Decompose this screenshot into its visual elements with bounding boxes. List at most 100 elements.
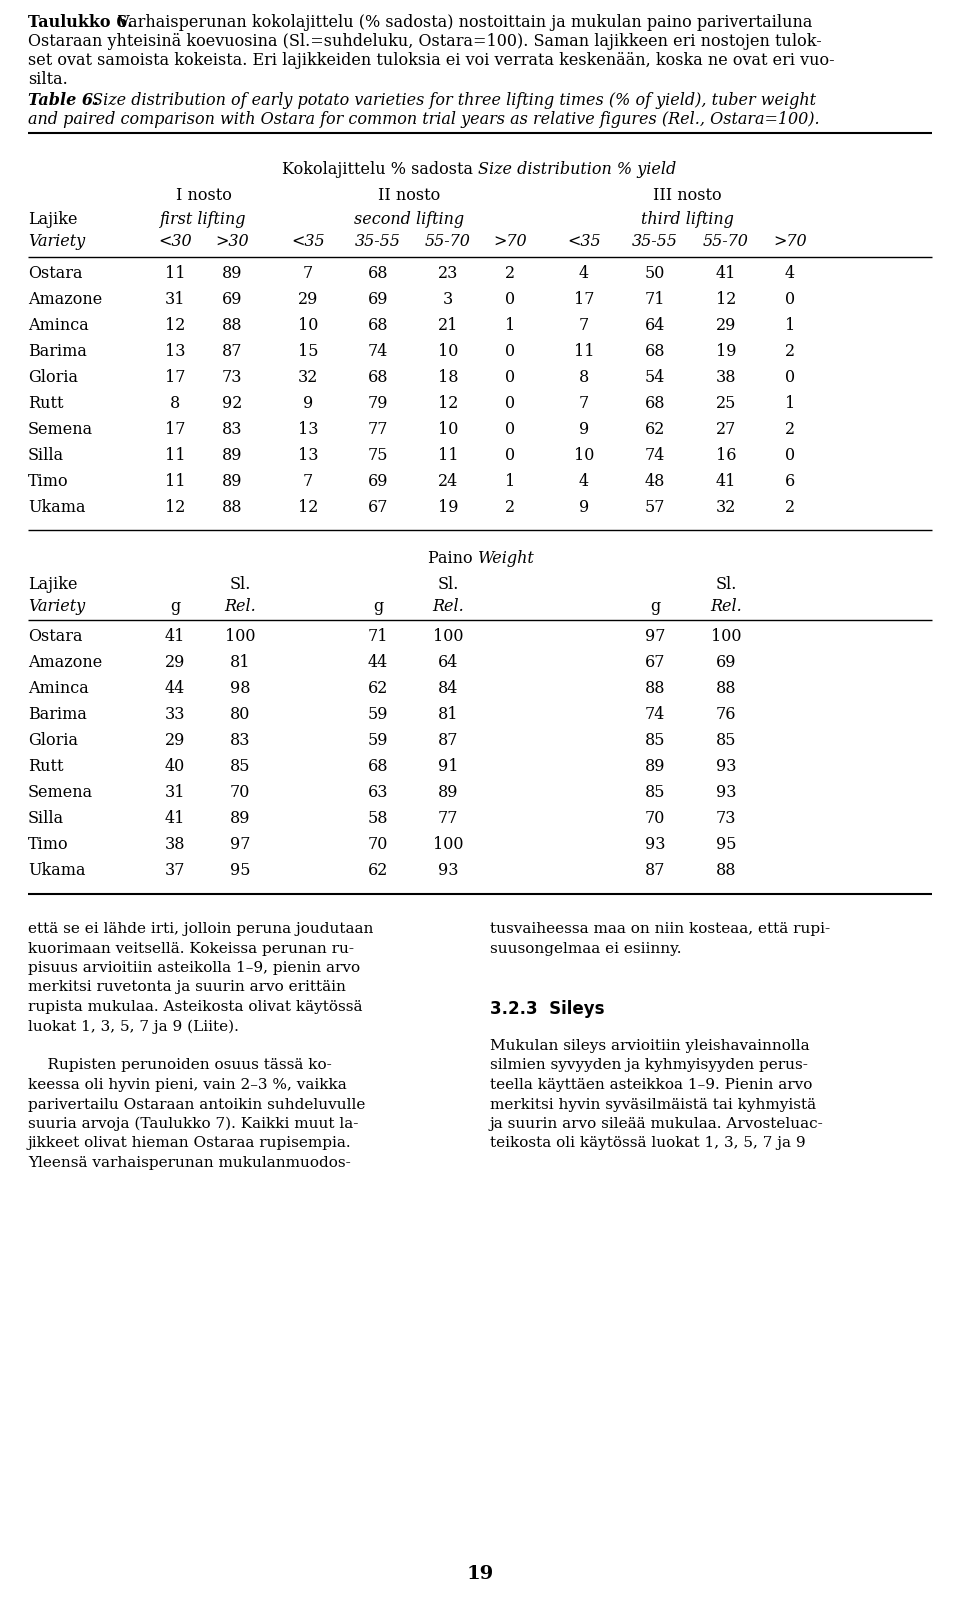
Text: 85: 85 [645, 784, 665, 802]
Text: 41: 41 [165, 628, 185, 645]
Text: g: g [372, 597, 383, 615]
Text: 70: 70 [645, 810, 665, 827]
Text: että se ei lähde irti, jolloin peruna joudutaan: että se ei lähde irti, jolloin peruna jo… [28, 921, 373, 936]
Text: 11: 11 [165, 447, 185, 465]
Text: >70: >70 [773, 233, 806, 251]
Text: I nosto: I nosto [176, 187, 231, 204]
Text: Lajike: Lajike [28, 577, 78, 592]
Text: Aminca: Aminca [28, 680, 88, 696]
Text: 83: 83 [222, 422, 242, 438]
Text: 95: 95 [229, 862, 251, 878]
Text: 100: 100 [433, 835, 464, 853]
Text: Sl.: Sl. [229, 577, 251, 592]
Text: 15: 15 [298, 343, 319, 359]
Text: 10: 10 [298, 316, 318, 334]
Text: parivertailu Ostaraan antoikin suhdeluvulle: parivertailu Ostaraan antoikin suhdeluvu… [28, 1097, 366, 1112]
Text: Varhaisperunan kokolajittelu (% sadosta) nostoittain ja mukulan paino parivertai: Varhaisperunan kokolajittelu (% sadosta)… [113, 14, 812, 30]
Text: 13: 13 [298, 447, 319, 465]
Text: 18: 18 [438, 369, 458, 386]
Text: 1: 1 [505, 316, 516, 334]
Text: 32: 32 [716, 498, 736, 516]
Text: 35-55: 35-55 [632, 233, 678, 251]
Text: 68: 68 [645, 394, 665, 412]
Text: 31: 31 [165, 291, 185, 308]
Text: 100: 100 [225, 628, 255, 645]
Text: 2: 2 [785, 422, 795, 438]
Text: 93: 93 [645, 835, 665, 853]
Text: 27: 27 [716, 422, 736, 438]
Text: 7: 7 [302, 473, 313, 490]
Text: 44: 44 [368, 655, 388, 671]
Text: jikkeet olivat hieman Ostaraa rupisempia.: jikkeet olivat hieman Ostaraa rupisempia… [28, 1137, 351, 1150]
Text: 6: 6 [785, 473, 795, 490]
Text: 89: 89 [222, 473, 242, 490]
Text: Rel.: Rel. [432, 597, 464, 615]
Text: 76: 76 [716, 706, 736, 723]
Text: 10: 10 [438, 422, 458, 438]
Text: 73: 73 [222, 369, 242, 386]
Text: 38: 38 [716, 369, 736, 386]
Text: 33: 33 [165, 706, 185, 723]
Text: tusvaiheessa maa on niin kosteaa, että rupi-: tusvaiheessa maa on niin kosteaa, että r… [490, 921, 830, 936]
Text: Rel.: Rel. [224, 597, 256, 615]
Text: 54: 54 [645, 369, 665, 386]
Text: 12: 12 [716, 291, 736, 308]
Text: 44: 44 [165, 680, 185, 696]
Text: Table 6.: Table 6. [28, 93, 99, 109]
Text: Barima: Barima [28, 343, 86, 359]
Text: 24: 24 [438, 473, 458, 490]
Text: 88: 88 [716, 680, 736, 696]
Text: teikosta oli käytössä luokat 1, 3, 5, 7 ja 9: teikosta oli käytössä luokat 1, 3, 5, 7 … [490, 1137, 805, 1150]
Text: 17: 17 [574, 291, 594, 308]
Text: 8: 8 [170, 394, 180, 412]
Text: set ovat samoista kokeista. Eri lajikkeiden tuloksia ei voi verrata keskenään, k: set ovat samoista kokeista. Eri lajikkei… [28, 53, 834, 69]
Text: Amazone: Amazone [28, 291, 103, 308]
Text: <30: <30 [158, 233, 192, 251]
Text: Size distribution of early potato varieties for three lifting times (% of yield): Size distribution of early potato variet… [87, 93, 816, 109]
Text: Mukulan sileys arvioitiin yleishavainnolla: Mukulan sileys arvioitiin yleishavainnol… [490, 1040, 809, 1052]
Text: Silla: Silla [28, 447, 64, 465]
Text: Gloria: Gloria [28, 369, 78, 386]
Text: 29: 29 [165, 731, 185, 749]
Text: third lifting: third lifting [640, 211, 733, 228]
Text: 10: 10 [574, 447, 594, 465]
Text: 75: 75 [368, 447, 388, 465]
Text: 12: 12 [165, 316, 185, 334]
Text: 83: 83 [229, 731, 251, 749]
Text: Variety: Variety [28, 233, 85, 251]
Text: 16: 16 [716, 447, 736, 465]
Text: silmien syvyyden ja kyhmyisyyden perus-: silmien syvyyden ja kyhmyisyyden perus- [490, 1059, 808, 1073]
Text: 11: 11 [574, 343, 594, 359]
Text: 29: 29 [716, 316, 736, 334]
Text: 89: 89 [229, 810, 251, 827]
Text: silta.: silta. [28, 70, 68, 88]
Text: Sl.: Sl. [438, 577, 459, 592]
Text: 89: 89 [222, 265, 242, 283]
Text: 0: 0 [505, 447, 516, 465]
Text: suusongelmaa ei esiinny.: suusongelmaa ei esiinny. [490, 942, 682, 955]
Text: 0: 0 [785, 291, 795, 308]
Text: Ostara: Ostara [28, 628, 83, 645]
Text: 55-70: 55-70 [425, 233, 471, 251]
Text: 74: 74 [645, 447, 665, 465]
Text: 0: 0 [505, 343, 516, 359]
Text: 19: 19 [438, 498, 458, 516]
Text: 0: 0 [505, 422, 516, 438]
Text: 85: 85 [716, 731, 736, 749]
Text: 29: 29 [298, 291, 318, 308]
Text: 7: 7 [302, 265, 313, 283]
Text: 81: 81 [438, 706, 458, 723]
Text: 71: 71 [368, 628, 388, 645]
Text: 93: 93 [438, 862, 458, 878]
Text: 55-70: 55-70 [703, 233, 749, 251]
Text: 41: 41 [165, 810, 185, 827]
Text: 68: 68 [368, 759, 388, 775]
Text: 92: 92 [222, 394, 242, 412]
Text: teella käyttäen asteikkoa 1–9. Pienin arvo: teella käyttäen asteikkoa 1–9. Pienin ar… [490, 1078, 812, 1092]
Text: 17: 17 [165, 369, 185, 386]
Text: Yleensä varhaisperunan mukulanmuodos-: Yleensä varhaisperunan mukulanmuodos- [28, 1156, 350, 1171]
Text: 87: 87 [222, 343, 242, 359]
Text: III nosto: III nosto [653, 187, 721, 204]
Text: 29: 29 [165, 655, 185, 671]
Text: Gloria: Gloria [28, 731, 78, 749]
